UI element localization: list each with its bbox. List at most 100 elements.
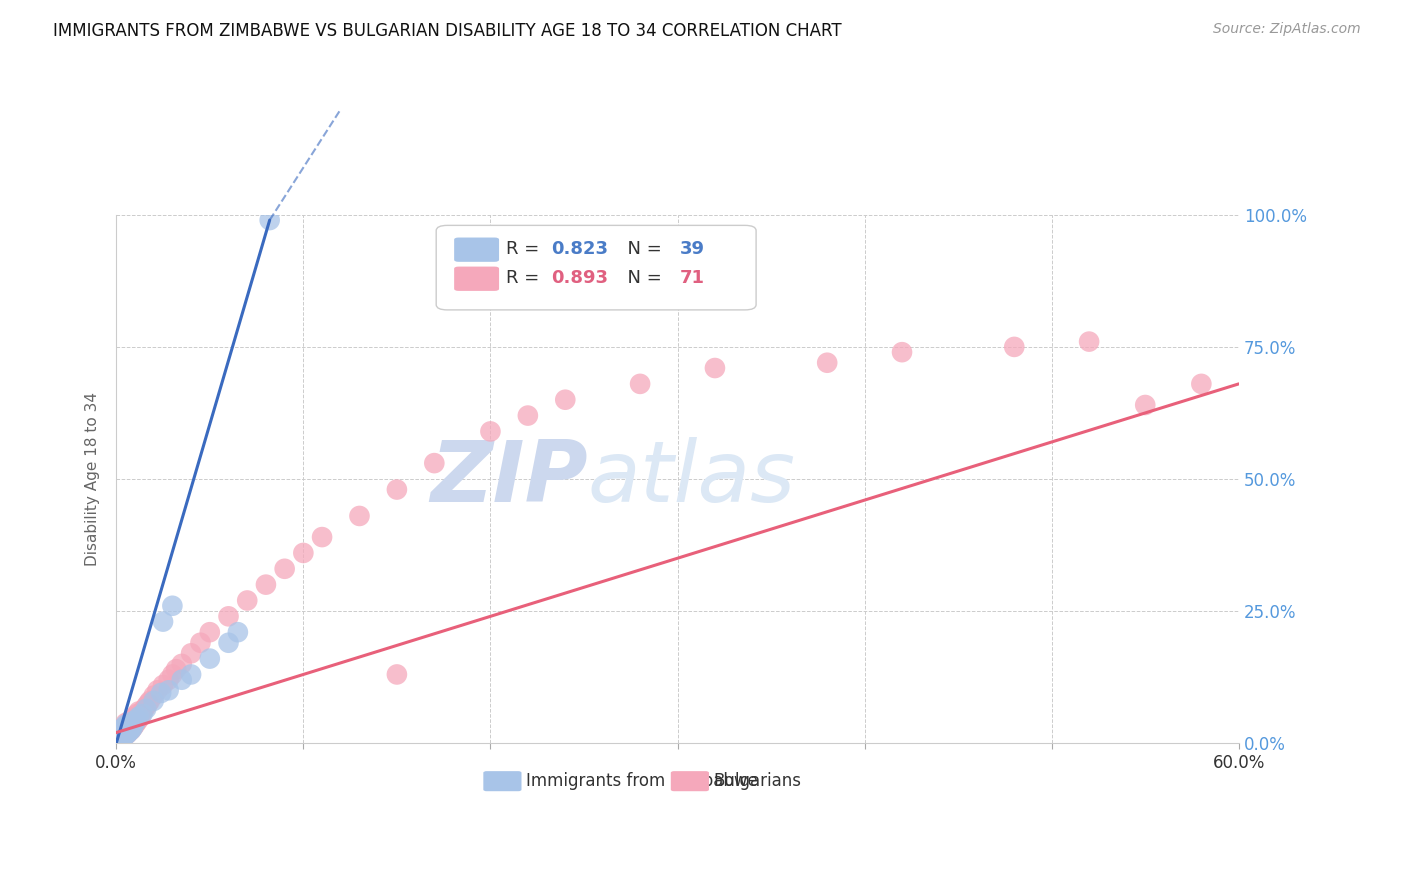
- Text: atlas: atlas: [588, 437, 796, 520]
- Point: [107, 730, 129, 744]
- Point: [111, 724, 134, 739]
- Point: [108, 726, 131, 740]
- Text: Immigrants from Zimbabwe: Immigrants from Zimbabwe: [526, 772, 758, 790]
- Point: [142, 689, 165, 703]
- Text: R =: R =: [506, 269, 544, 287]
- Point: [1002, 340, 1025, 354]
- Point: [112, 720, 135, 734]
- Text: 0.823: 0.823: [551, 240, 607, 258]
- Point: [180, 646, 202, 660]
- Point: [142, 694, 165, 708]
- Point: [107, 731, 129, 746]
- Point: [385, 483, 408, 497]
- Point: [131, 707, 153, 722]
- FancyBboxPatch shape: [484, 772, 522, 791]
- Point: [108, 731, 131, 746]
- Point: [259, 213, 281, 227]
- Point: [125, 712, 148, 726]
- Point: [107, 731, 129, 745]
- Point: [112, 730, 135, 744]
- Point: [114, 724, 136, 739]
- Point: [236, 593, 259, 607]
- Point: [703, 361, 725, 376]
- Point: [120, 714, 142, 729]
- Point: [162, 599, 184, 613]
- Point: [180, 667, 202, 681]
- Point: [117, 723, 139, 737]
- Point: [1135, 398, 1157, 412]
- Point: [122, 712, 145, 726]
- Text: IMMIGRANTS FROM ZIMBABWE VS BULGARIAN DISABILITY AGE 18 TO 34 CORRELATION CHART: IMMIGRANTS FROM ZIMBABWE VS BULGARIAN DI…: [53, 22, 842, 40]
- Point: [108, 731, 131, 746]
- Text: ZIP: ZIP: [430, 437, 588, 520]
- Point: [111, 728, 134, 742]
- Point: [112, 722, 135, 736]
- Point: [128, 709, 150, 723]
- Point: [423, 456, 446, 470]
- Point: [1189, 376, 1212, 391]
- Point: [815, 356, 838, 370]
- Point: [108, 723, 131, 737]
- Point: [117, 726, 139, 740]
- Point: [628, 376, 651, 391]
- Point: [292, 546, 315, 560]
- Point: [135, 702, 157, 716]
- Point: [114, 722, 136, 736]
- Point: [124, 709, 146, 723]
- Point: [117, 726, 139, 740]
- Point: [107, 733, 129, 747]
- Point: [135, 699, 157, 714]
- Point: [117, 717, 139, 731]
- Point: [218, 609, 240, 624]
- Point: [108, 723, 131, 737]
- Point: [311, 530, 333, 544]
- Point: [114, 728, 136, 742]
- Point: [165, 662, 187, 676]
- Point: [157, 683, 180, 698]
- Point: [146, 683, 169, 698]
- Point: [136, 697, 159, 711]
- Point: [107, 726, 129, 740]
- FancyBboxPatch shape: [671, 772, 709, 791]
- Point: [128, 712, 150, 726]
- Point: [170, 673, 193, 687]
- Point: [112, 730, 135, 744]
- Point: [218, 636, 240, 650]
- Point: [111, 731, 134, 745]
- Point: [122, 720, 145, 734]
- Point: [129, 709, 152, 723]
- Point: [150, 686, 173, 700]
- Point: [170, 657, 193, 671]
- Point: [226, 625, 249, 640]
- Point: [124, 717, 146, 731]
- Point: [198, 651, 221, 665]
- Text: Bulgarians: Bulgarians: [713, 772, 801, 790]
- Text: Source: ZipAtlas.com: Source: ZipAtlas.com: [1213, 22, 1361, 37]
- Point: [139, 694, 162, 708]
- Point: [891, 345, 914, 359]
- Point: [108, 730, 131, 744]
- Point: [349, 508, 371, 523]
- Point: [111, 728, 134, 742]
- Point: [554, 392, 576, 407]
- Text: N =: N =: [616, 269, 668, 287]
- FancyBboxPatch shape: [454, 267, 499, 291]
- Point: [128, 705, 150, 719]
- FancyBboxPatch shape: [454, 237, 499, 262]
- Text: 0.893: 0.893: [551, 269, 607, 287]
- Point: [114, 716, 136, 731]
- Point: [190, 636, 212, 650]
- Point: [152, 615, 174, 629]
- Point: [516, 409, 538, 423]
- Point: [118, 724, 141, 739]
- Point: [134, 702, 156, 716]
- Point: [152, 678, 174, 692]
- Point: [131, 705, 153, 719]
- Point: [108, 726, 131, 740]
- Point: [118, 714, 141, 728]
- Point: [198, 625, 221, 640]
- Point: [385, 667, 408, 681]
- Point: [114, 725, 136, 739]
- Text: 39: 39: [679, 240, 704, 258]
- Point: [108, 730, 131, 744]
